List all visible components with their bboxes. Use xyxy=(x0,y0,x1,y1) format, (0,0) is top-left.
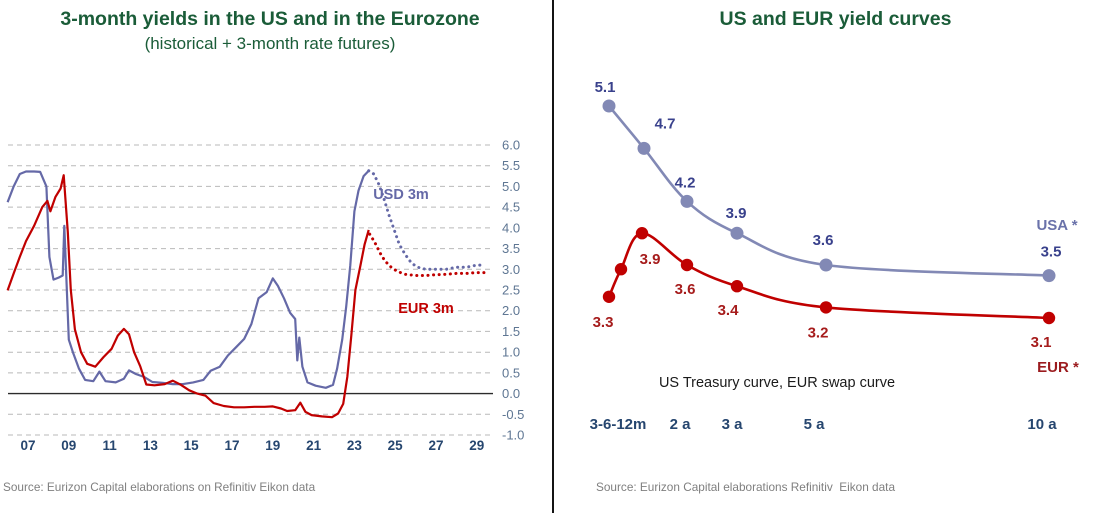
svg-text:3.6: 3.6 xyxy=(813,232,834,249)
svg-text:0.5: 0.5 xyxy=(502,365,520,380)
svg-text:3-6-12m: 3-6-12m xyxy=(590,416,647,433)
svg-text:5.1: 5.1 xyxy=(595,79,616,96)
svg-text:USA *: USA * xyxy=(1036,217,1077,234)
svg-text:07: 07 xyxy=(20,438,35,453)
svg-text:3.6: 3.6 xyxy=(675,281,696,298)
svg-text:23: 23 xyxy=(347,438,363,453)
left-chart-title: 3-month yields in the US and in the Euro… xyxy=(60,8,480,30)
panel-divider xyxy=(552,0,554,513)
svg-text:3.9: 3.9 xyxy=(726,205,747,222)
svg-text:2.5: 2.5 xyxy=(502,283,520,298)
svg-text:5.5: 5.5 xyxy=(502,158,520,173)
svg-text:3.0: 3.0 xyxy=(502,262,520,277)
left-chart-source: Source: Eurizon Capital elaborations on … xyxy=(3,480,316,494)
right-chart-title: US and EUR yield curves xyxy=(719,8,952,30)
svg-text:15: 15 xyxy=(184,438,200,453)
left-chart-panel: 3-month yields in the US and in the Euro… xyxy=(0,0,553,513)
svg-text:11: 11 xyxy=(102,438,117,453)
svg-text:10 a: 10 a xyxy=(1027,416,1057,433)
svg-text:3.5: 3.5 xyxy=(1041,244,1062,261)
svg-text:5.0: 5.0 xyxy=(502,179,520,194)
svg-text:21: 21 xyxy=(306,438,322,453)
svg-text:4.0: 4.0 xyxy=(502,220,520,235)
left-chart-subtitle: (historical + 3-month rate futures) xyxy=(144,34,396,53)
svg-text:09: 09 xyxy=(61,438,76,453)
svg-text:-1.0: -1.0 xyxy=(502,428,524,443)
svg-text:2.0: 2.0 xyxy=(502,303,520,318)
svg-text:1.5: 1.5 xyxy=(502,324,520,339)
right-chart-panel: US and EUR yield curves 5.1 4.7 4.2 3.9 3.6 3… xyxy=(554,0,1117,513)
svg-text:3.3: 3.3 xyxy=(593,314,614,331)
svg-text:6.0: 6.0 xyxy=(502,138,520,153)
svg-text:EUR *: EUR * xyxy=(1037,359,1079,376)
svg-text:4.7: 4.7 xyxy=(655,115,676,132)
right-chart-plot: 5.1 4.7 4.2 3.9 3.6 3.5 3.3 3.9 3.6 3.4 3.2 3.1 3-6-… xyxy=(590,79,1079,433)
svg-text:3.5: 3.5 xyxy=(502,241,520,256)
svg-text:29: 29 xyxy=(469,438,484,453)
svg-text:-0.5: -0.5 xyxy=(502,407,524,422)
svg-text:3.2: 3.2 xyxy=(808,324,829,341)
right-chart-source: Source: Eurizon Capital elaborations Ref… xyxy=(596,480,896,494)
svg-text:4.2: 4.2 xyxy=(675,174,696,191)
svg-text:USD 3m: USD 3m xyxy=(373,187,429,203)
svg-text:13: 13 xyxy=(143,438,159,453)
svg-text:5 a: 5 a xyxy=(804,416,826,433)
svg-text:0.0: 0.0 xyxy=(502,386,520,401)
svg-text:25: 25 xyxy=(388,438,404,453)
svg-text:3 a: 3 a xyxy=(722,416,744,433)
svg-text:3.1: 3.1 xyxy=(1031,334,1052,351)
svg-text:2 a: 2 a xyxy=(670,416,692,433)
svg-text:US Treasury curve, EUR swap cu: US Treasury curve, EUR swap curve xyxy=(659,375,895,391)
svg-text:27: 27 xyxy=(428,438,443,453)
svg-text:19: 19 xyxy=(265,438,280,453)
svg-text:17: 17 xyxy=(224,438,239,453)
svg-text:3.4: 3.4 xyxy=(718,302,740,319)
svg-text:1.0: 1.0 xyxy=(502,345,520,360)
svg-text:EUR 3m: EUR 3m xyxy=(398,301,454,317)
svg-text:4.5: 4.5 xyxy=(502,200,520,215)
left-chart-plot: 6.0 5.5 5.0 4.5 4.0 3.5 3.0 2.5 2.0 1.5 1.0 0.5 0.0 -… xyxy=(6,138,524,453)
svg-text:3.9: 3.9 xyxy=(640,251,661,268)
